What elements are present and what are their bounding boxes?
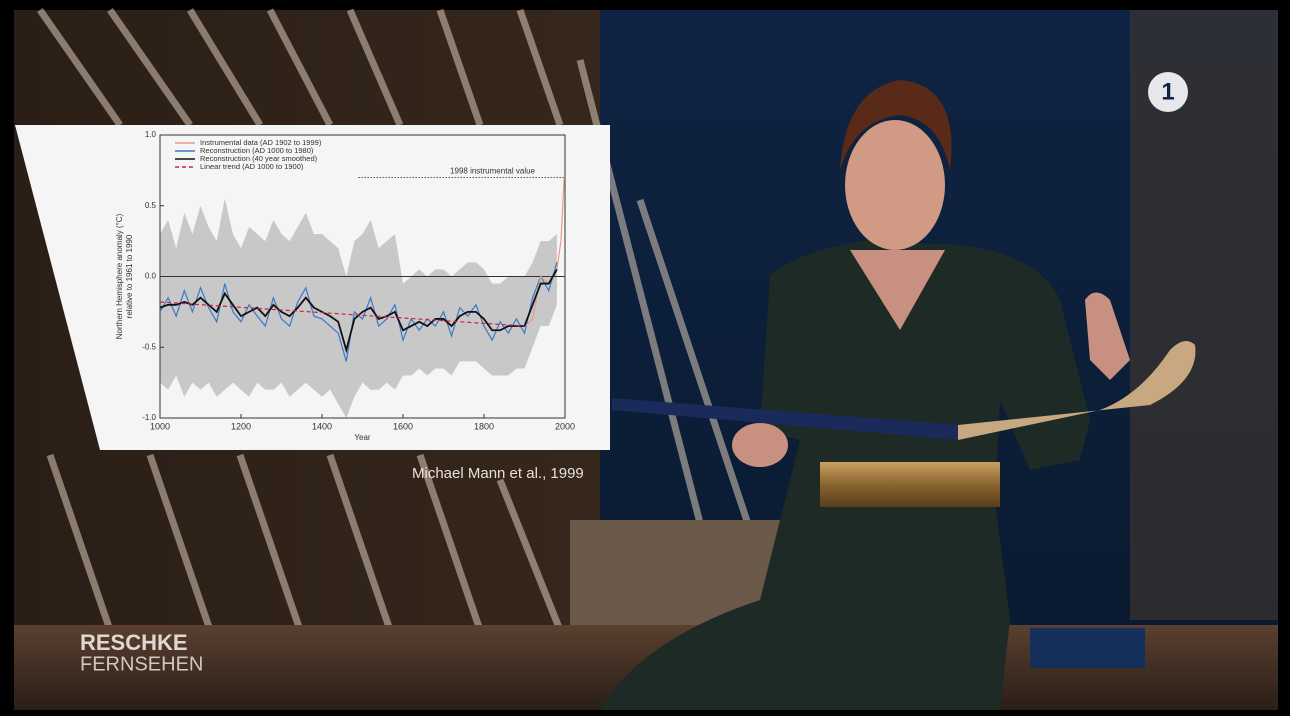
- channel-logo: [1148, 72, 1188, 112]
- y-tick-label: -1.0: [142, 413, 156, 422]
- y-axis-label: relative to 1961 to 1990: [125, 234, 134, 318]
- legend-label: Instrumental data (AD 1902 to 1999): [200, 138, 322, 147]
- studio-panel: [1130, 10, 1278, 620]
- uncertainty-band: [160, 198, 557, 418]
- caption: Michael Mann et al., 1999: [412, 465, 584, 482]
- y-tick-label: 0.0: [145, 272, 157, 281]
- y-axis-label: Northern Hemisphere anomaly (°C): [115, 213, 124, 339]
- legend-label: Reconstruction (40 year smoothed): [200, 154, 318, 163]
- legend-label: Reconstruction (AD 1000 to 1980): [200, 146, 314, 155]
- x-tick-label: 1200: [231, 421, 251, 431]
- x-tick-label: 1000: [150, 421, 170, 431]
- presenter: [600, 80, 1130, 710]
- x-axis-label: Year: [354, 433, 371, 442]
- show-logo-top: RESCHKE: [80, 630, 188, 655]
- x-tick-label: 2000: [555, 421, 575, 431]
- y-tick-label: 1.0: [145, 130, 157, 139]
- y-tick-label: 0.5: [145, 201, 157, 210]
- show-logo-bottom: FERNSEHEN: [80, 653, 203, 675]
- y-tick-label: -0.5: [142, 342, 156, 351]
- channel-logo-text: 1: [1161, 78, 1174, 105]
- hockey-stick: [612, 341, 1196, 440]
- x-tick-label: 1400: [312, 421, 332, 431]
- chart: -1.0 -0.5 0.0 0.5 1.0 1000 1200 1400 1600 1800 200…: [115, 130, 575, 442]
- annotation: 1998 instrumental value: [450, 167, 535, 176]
- series-line: [159, 301, 525, 327]
- bench-cushion: [1030, 628, 1145, 668]
- x-tick-label: 1600: [393, 421, 413, 431]
- x-tick-label: 1800: [474, 421, 494, 431]
- legend-label: Linear trend (AD 1000 to 1900): [200, 162, 304, 171]
- light-stripes: [37, 8, 764, 632]
